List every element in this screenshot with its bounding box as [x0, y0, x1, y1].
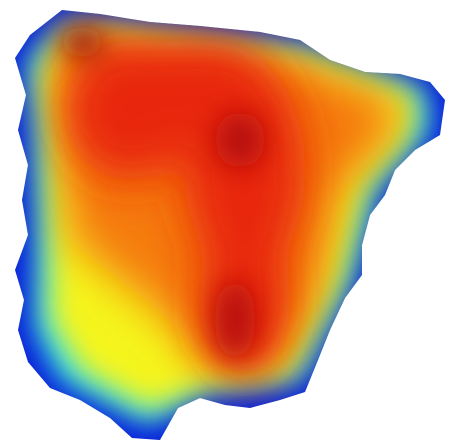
- red-layer: [65, 40, 305, 375]
- dark-red-layer: [60, 26, 265, 360]
